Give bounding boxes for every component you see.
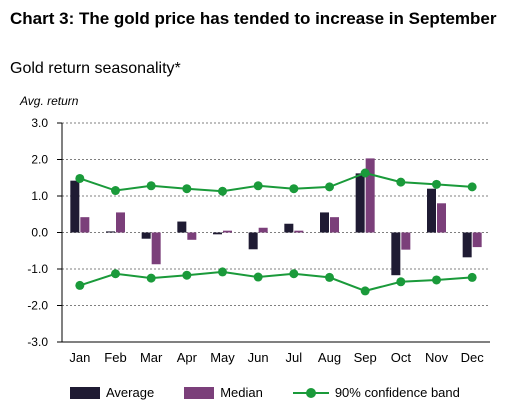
confidence-band-lower-point xyxy=(396,277,406,287)
y-tick-label: 1.0 xyxy=(31,189,48,203)
y-tick-label: -1.0 xyxy=(27,262,48,276)
bar-average xyxy=(106,231,115,233)
y-tick-label: 3.0 xyxy=(31,116,48,130)
confidence-band-upper-point xyxy=(111,186,120,196)
legend-label-confidence-band: 90% confidence band xyxy=(334,385,460,400)
confidence-band-lower-point xyxy=(75,280,85,290)
confidence-band-lower-point xyxy=(146,273,156,283)
bar-median xyxy=(401,232,411,250)
bar-median xyxy=(437,203,446,233)
bar-average xyxy=(141,232,151,239)
legend-item-median: Median xyxy=(184,385,263,400)
confidence-band-upper-point xyxy=(432,179,441,189)
confidence-band-lower-point xyxy=(218,267,227,277)
confidence-band-upper-point xyxy=(75,173,85,183)
bar-average xyxy=(462,232,472,258)
confidence-band-upper-point xyxy=(467,182,477,192)
legend-swatch-median xyxy=(184,386,215,399)
confidence-band-upper-line xyxy=(79,171,473,193)
confidence-band-lower-point xyxy=(289,269,299,279)
confidence-band-lower-point xyxy=(360,286,370,296)
bar-average xyxy=(320,212,329,233)
confidence-band-lower-line xyxy=(79,270,473,292)
bar-median xyxy=(116,212,125,233)
confidence-band-upper-point xyxy=(325,182,334,192)
x-tick-label: Feb xyxy=(104,350,126,365)
x-tick-label: May xyxy=(210,350,235,365)
bar-median xyxy=(472,232,482,248)
legend-swatch-confidence-band xyxy=(292,387,329,399)
x-tick-label: Jan xyxy=(69,350,90,365)
x-tick-label: Oct xyxy=(391,350,412,365)
legend-item-confidence-band: 90% confidence band xyxy=(292,385,460,400)
bar-median xyxy=(330,217,339,233)
bar-average xyxy=(248,232,258,250)
bar-average xyxy=(284,223,294,233)
chart-subtitle: Gold return seasonality* xyxy=(10,60,181,77)
x-tick-label: Nov xyxy=(425,350,449,365)
chart-legend: Average Median 90% confidence band xyxy=(70,385,490,400)
bar-average xyxy=(177,221,187,233)
bar-average xyxy=(355,173,365,233)
x-tick-label: Mar xyxy=(140,350,163,365)
confidence-band-lower-point xyxy=(111,269,120,279)
bar-median xyxy=(258,227,268,233)
x-tick-label: Dec xyxy=(461,350,485,365)
x-tick-label: Jun xyxy=(248,350,269,365)
confidence-band-lower-point xyxy=(325,272,334,282)
y-tick-label: 2.0 xyxy=(31,153,48,167)
bar-median xyxy=(223,230,232,233)
confidence-band-upper-point xyxy=(396,177,406,187)
x-tick-label: Aug xyxy=(318,350,341,365)
confidence-band-lower-point xyxy=(432,275,441,285)
confidence-band-lower-point xyxy=(182,270,192,280)
bar-median xyxy=(187,232,197,240)
bar-median xyxy=(80,217,90,233)
bar-median xyxy=(151,232,161,265)
confidence-band-upper-point xyxy=(253,181,263,191)
legend-label-median: Median xyxy=(220,385,263,400)
y-tick-label: -2.0 xyxy=(27,299,48,313)
confidence-band-lower-point xyxy=(467,272,477,282)
bar-average xyxy=(391,232,401,276)
chart-title: Chart 3: The gold price has tended to in… xyxy=(10,9,497,28)
bar-average xyxy=(70,180,80,233)
x-tick-label: Apr xyxy=(177,350,198,365)
confidence-band-upper-point xyxy=(360,168,370,178)
legend-swatch-average xyxy=(70,386,100,399)
confidence-band-upper-point xyxy=(218,186,227,196)
confidence-band-upper-point xyxy=(289,184,299,194)
bar-median xyxy=(294,230,304,233)
bar-median xyxy=(365,158,375,233)
x-tick-label: Jul xyxy=(286,350,303,365)
confidence-band-lower-point xyxy=(253,272,263,282)
legend-item-average: Average xyxy=(70,385,154,400)
legend-label-average: Average xyxy=(106,385,155,400)
y-tick-label: 0.0 xyxy=(31,226,48,240)
y-axis-label: Avg. return xyxy=(20,94,79,108)
y-tick-label: -3.0 xyxy=(27,335,48,349)
bar-average xyxy=(213,232,222,235)
confidence-band-upper-point xyxy=(146,181,156,191)
x-tick-label: Sep xyxy=(354,350,377,365)
confidence-band-upper-point xyxy=(182,184,192,194)
bar-average xyxy=(427,188,436,233)
